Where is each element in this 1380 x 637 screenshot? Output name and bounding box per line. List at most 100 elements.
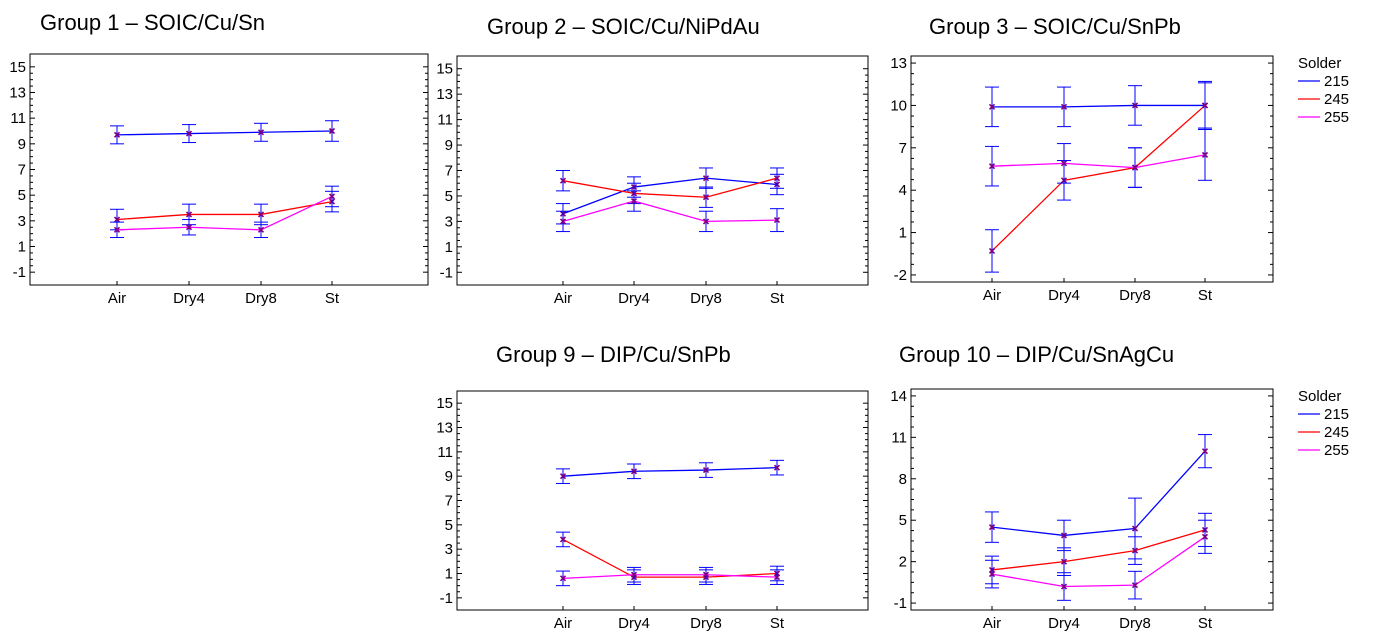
x-tick-label: St (1198, 287, 1213, 304)
y-tick-label: 7 (18, 162, 26, 179)
data-point (773, 217, 781, 224)
chart-title-group-2: Group 2 – SOIC/Cu/NiPdAu (487, 14, 760, 39)
data-point (185, 224, 193, 231)
x-tick-label: Dry8 (245, 290, 277, 307)
series-line-215 (562, 177, 778, 215)
legend-label-215: 215 (1324, 406, 1349, 423)
data-point-stroke (773, 175, 781, 182)
data-point-stroke (185, 224, 193, 231)
data-point (257, 226, 265, 233)
data-point (1131, 582, 1139, 589)
series-line-255 (991, 536, 1206, 588)
data-point (1201, 102, 1209, 109)
data-point-stroke (702, 571, 710, 578)
data-point-stroke (702, 194, 710, 201)
data-point-stroke (1060, 532, 1068, 539)
data-point (328, 193, 336, 200)
legend-label-255: 255 (1324, 109, 1349, 126)
x-tick-label: St (325, 290, 340, 307)
y-tick-label: 3 (18, 213, 26, 230)
data-point (988, 571, 996, 578)
data-point (257, 129, 265, 136)
data-point (1060, 532, 1068, 539)
data-point-stroke (1201, 151, 1209, 158)
series-line-255 (562, 574, 778, 580)
data-point-stroke (773, 217, 781, 224)
data-point-stroke (559, 218, 567, 225)
data-point-stroke (257, 226, 265, 233)
data-point-stroke (1131, 164, 1139, 171)
x-tick-label: Dry4 (1048, 615, 1080, 632)
data-point-stroke (988, 103, 996, 110)
chart-title-group-10: Group 10 – DIP/Cu/SnAgCu (899, 342, 1175, 367)
data-point (702, 467, 710, 474)
data-point-stroke (988, 571, 996, 578)
data-point-stroke (113, 131, 121, 138)
y-tick-label: 14 (890, 388, 907, 405)
data-point (113, 216, 121, 223)
data-point-stroke (630, 197, 638, 205)
data-point (988, 524, 996, 531)
data-point (1060, 103, 1068, 110)
x-tick-label: Air (108, 290, 126, 307)
x-tick-label: Dry8 (1119, 287, 1151, 304)
data-point-stroke (328, 127, 336, 135)
y-tick-label: 8 (899, 471, 907, 488)
chart-title-group-3: Group 3 – SOIC/Cu/SnPb (929, 14, 1181, 39)
data-point-stroke (1201, 533, 1209, 540)
data-point-stroke (559, 177, 567, 184)
plot-frame (910, 388, 1274, 611)
data-point-stroke (559, 536, 567, 543)
y-tick-label: -2 (894, 267, 907, 284)
legend-label-215: 215 (1324, 73, 1349, 90)
data-point (773, 175, 781, 182)
data-point-stroke (1131, 525, 1139, 532)
y-tick-label: 7 (445, 493, 453, 510)
data-point-stroke (1201, 448, 1209, 455)
x-tick-label: St (770, 290, 785, 307)
data-point-stroke (630, 468, 638, 475)
data-point (559, 536, 567, 543)
legend-label-245: 245 (1324, 424, 1349, 441)
data-point-stroke (328, 193, 336, 200)
data-point (630, 468, 638, 475)
chart-title-group-1: Group 1 – SOIC/Cu/Sn (40, 10, 265, 35)
data-point (1201, 448, 1209, 455)
y-tick-label: 15 (436, 61, 453, 78)
x-tick-label: Dry8 (690, 290, 722, 307)
data-point-stroke (773, 464, 781, 471)
y-tick-label: 1 (899, 225, 907, 242)
x-tick-label: St (1198, 615, 1213, 632)
data-point-stroke (1060, 583, 1068, 590)
y-tick-label: 9 (18, 136, 26, 153)
data-point (559, 218, 567, 225)
y-tick-label: -1 (440, 264, 453, 281)
data-point (113, 131, 121, 138)
data-point-stroke (185, 211, 193, 218)
data-point (559, 473, 567, 480)
y-tick-label: 3 (445, 541, 453, 558)
x-tick-label: Dry4 (173, 290, 205, 307)
data-point (630, 197, 638, 205)
data-point (559, 575, 567, 582)
data-point-stroke (1060, 558, 1068, 565)
data-point (1060, 583, 1068, 590)
data-point (702, 175, 710, 182)
x-tick-label: Air (554, 290, 572, 307)
data-point-stroke (257, 211, 265, 218)
data-point (988, 247, 996, 254)
series-line-215 (562, 467, 778, 477)
series-line-255 (116, 195, 333, 231)
y-tick-label: 5 (18, 187, 26, 204)
series-line-245 (991, 104, 1206, 252)
series-line-215 (116, 130, 333, 136)
data-point (1131, 547, 1139, 554)
y-tick-label: 10 (890, 97, 907, 114)
data-point (630, 571, 638, 578)
data-point-stroke (1131, 547, 1139, 554)
data-point (113, 226, 121, 233)
y-tick-label: 9 (445, 137, 453, 154)
